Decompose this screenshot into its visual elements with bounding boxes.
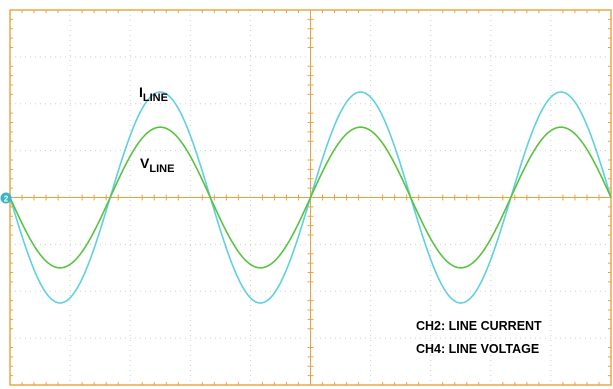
trace-line-voltage xyxy=(9,126,612,269)
series-label-current: ILINE xyxy=(139,84,168,104)
series-label-current-main: I xyxy=(139,84,143,100)
traces xyxy=(9,91,612,304)
ground-marker: 2 xyxy=(0,192,12,204)
series-label-voltage: VLINE xyxy=(140,155,174,175)
ground-marker-label: 2 xyxy=(4,195,9,204)
series-label-voltage-main: V xyxy=(140,155,150,171)
series-label-current-sub: LINE xyxy=(143,92,168,104)
annotation-ch2: CH2: LINE CURRENT xyxy=(416,319,542,333)
annotation-ch4: CH4: LINE VOLTAGE xyxy=(416,342,539,356)
series-label-voltage-sub: LINE xyxy=(149,163,174,175)
